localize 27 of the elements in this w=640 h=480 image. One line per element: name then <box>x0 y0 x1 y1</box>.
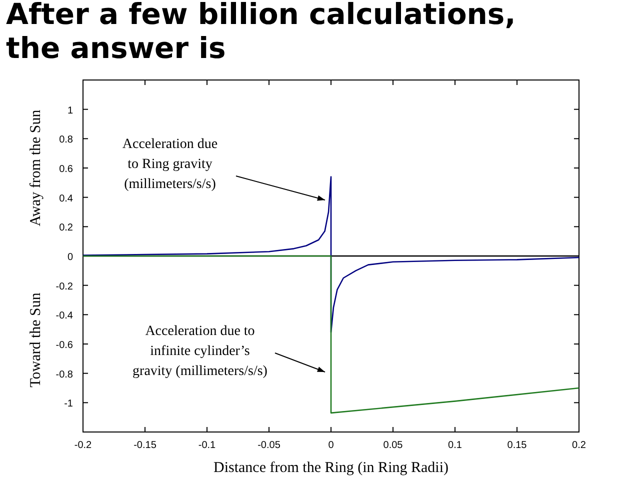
y-tick-label: 0.6 <box>59 164 74 175</box>
x-tick-label: 0.1 <box>448 440 462 451</box>
y-tick-label: 0 <box>67 252 74 263</box>
x-tick-label: 0.15 <box>507 440 528 451</box>
y-tick-label: 0.8 <box>59 134 74 146</box>
y-tick-label: -0.6 <box>56 340 74 351</box>
y-tick-label: -0.4 <box>56 310 74 322</box>
annotation: Acceleration due to Ring gravity (millimeters/s/s) <box>122 137 218 192</box>
y-axis-title: Away from the Sun <box>28 109 44 226</box>
chart-title: After a few billion calculations, the answer is <box>6 0 516 65</box>
x-tick-label: 0.2 <box>572 440 586 451</box>
annotation: Acceleration due to infinite cylinder’s gravity (millimeters/s/s) <box>132 324 268 379</box>
x-tick-label: 0.05 <box>383 440 404 451</box>
x-axis-title: Distance from the Ring (in Ring Radii) <box>214 460 448 476</box>
x-tick-label: -0.1 <box>198 440 216 451</box>
x-tick-label: 0 <box>328 440 334 451</box>
y-tick-label: 0.4 <box>59 193 74 204</box>
x-tick-label: -0.15 <box>134 440 157 451</box>
y-tick-label: -0.8 <box>56 369 74 380</box>
text: Toward the Sun <box>28 292 44 388</box>
x-tick-label: -0.2 <box>74 440 92 451</box>
x-tick-label: -0.05 <box>258 440 281 451</box>
line-series <box>82 255 580 414</box>
y-tick-label: -1 <box>64 398 74 410</box>
y-tick-label: 0.2 <box>59 222 74 234</box>
y-tick-label: -0.2 <box>56 281 74 292</box>
y-tick-label: 1 <box>67 105 74 116</box>
